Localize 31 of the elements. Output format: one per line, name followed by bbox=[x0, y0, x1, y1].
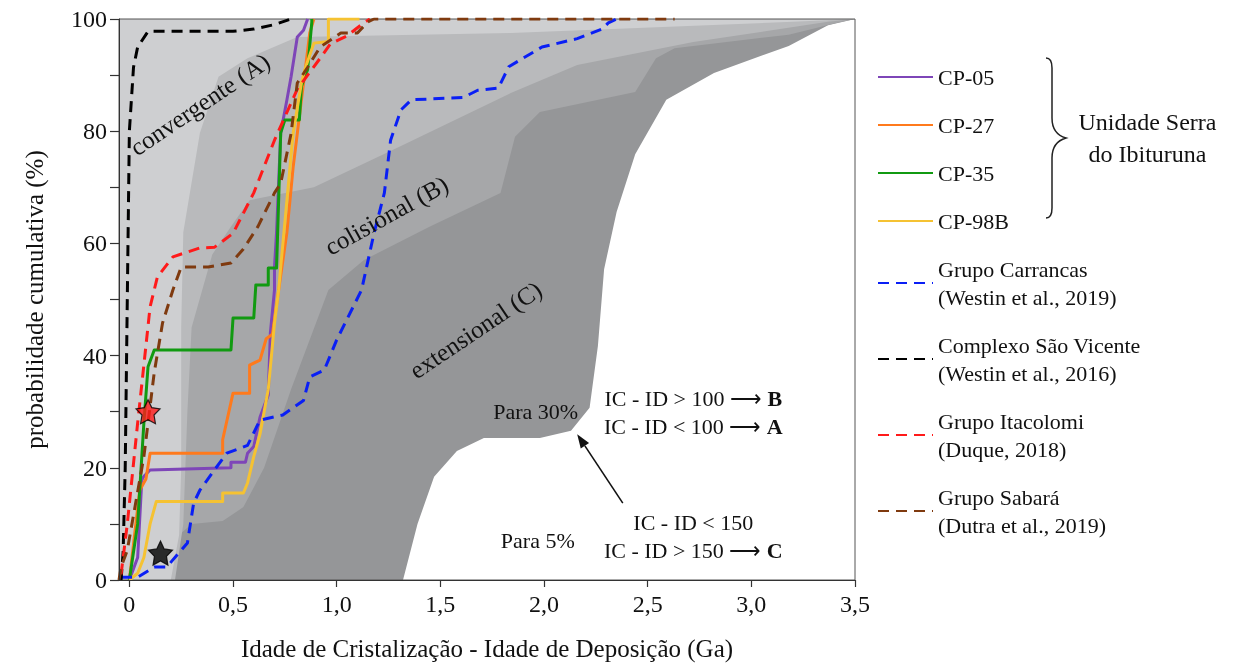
annotation: IC - ID > 150 ⟶ C bbox=[603, 538, 783, 564]
x-tick-label: 0 bbox=[123, 591, 136, 617]
x-tick-label: 3,5 bbox=[840, 591, 870, 617]
legend-label: CP-27 bbox=[938, 112, 995, 138]
x-axis-title: Idade de Cristalização - Idade de Deposição (Ga) bbox=[240, 635, 734, 663]
annotation: IC - ID < 100 ⟶ A bbox=[603, 414, 783, 440]
legend-title: Unidade Serra do Ibituruna bbox=[1077, 108, 1218, 169]
x-tick-label: 3,0 bbox=[736, 591, 767, 617]
y-tick-label: 80 bbox=[83, 118, 107, 145]
annotation: Para 5% bbox=[500, 528, 575, 554]
annotation: IC - ID > 100 ⟶ B bbox=[604, 385, 783, 411]
y-tick-label: 40 bbox=[83, 342, 107, 369]
legend-label: CP-98B bbox=[938, 208, 1009, 234]
x-tick-label: 1,0 bbox=[321, 591, 352, 617]
legend-label: CP-35 bbox=[938, 160, 995, 186]
x-tick-label: 0,5 bbox=[218, 591, 249, 617]
x-tick-label: 1,5 bbox=[425, 591, 456, 617]
legend-label: Grupo Carrancas (Westin et al., 2019) bbox=[938, 256, 1117, 310]
y-tick-label: 20 bbox=[83, 454, 107, 481]
legend-label: Grupo Sabará (Dutra et al., 2019) bbox=[938, 484, 1106, 538]
y-axis-title: probabilidade cumulativa (%) bbox=[21, 150, 49, 449]
y-tick-label: 60 bbox=[83, 230, 107, 257]
annotation: IC - ID < 150 bbox=[633, 510, 754, 536]
x-tick-label: 2,5 bbox=[632, 591, 663, 617]
legend-label: Complexo São Vicente (Westin et al., 2016) bbox=[938, 332, 1141, 386]
annotation: Para 30% bbox=[493, 399, 579, 425]
legend-label: Grupo Itacolomi (Duque, 2018) bbox=[938, 408, 1085, 462]
y-tick-label: 100 bbox=[71, 6, 107, 32]
y-tick-label: 0 bbox=[95, 567, 107, 593]
x-tick-label: 2,0 bbox=[529, 591, 560, 617]
legend-label: CP-05 bbox=[938, 64, 995, 90]
